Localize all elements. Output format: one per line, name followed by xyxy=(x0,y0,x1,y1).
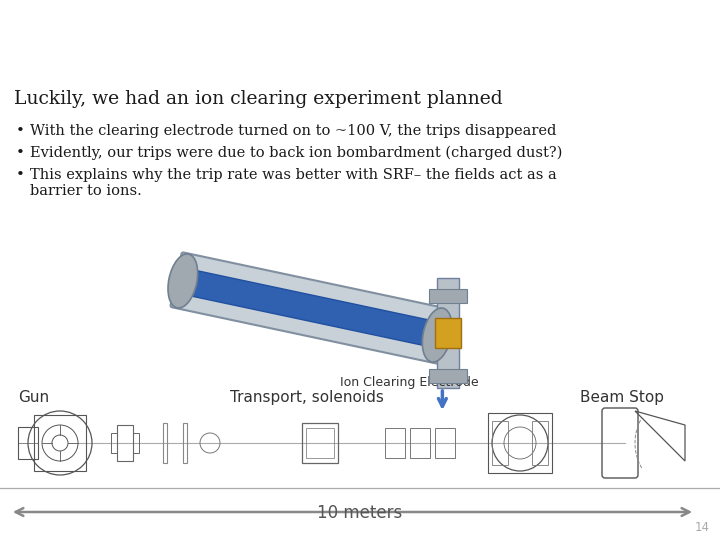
Bar xyxy=(437,278,459,388)
Text: 14: 14 xyxy=(695,521,710,534)
Bar xyxy=(532,421,548,465)
Ellipse shape xyxy=(168,254,198,308)
Bar xyxy=(429,369,467,383)
Bar xyxy=(133,433,139,453)
Text: This explains why the trip rate was better with SRF– the fields act as a
barrier: This explains why the trip rate was bett… xyxy=(30,168,557,198)
Bar xyxy=(429,289,467,303)
Bar xyxy=(488,413,552,473)
Text: Cornell Laboratory for
Accelerator-based Sciences and
Education (CLASSE): Cornell Laboratory for Accelerator-based… xyxy=(70,22,185,44)
Text: Evidently, our trips were due to back ion bombardment (charged dust?): Evidently, our trips were due to back io… xyxy=(30,146,562,160)
Text: Gun: Gun xyxy=(18,390,49,405)
Bar xyxy=(111,433,117,453)
FancyBboxPatch shape xyxy=(171,253,449,363)
Text: Ion Clearing Electrode: Ion Clearing Electrode xyxy=(340,376,479,389)
Text: •: • xyxy=(16,124,25,138)
Bar xyxy=(34,415,86,471)
Bar xyxy=(18,427,38,459)
Bar xyxy=(117,425,133,461)
Text: 10 meters: 10 meters xyxy=(318,504,402,522)
Bar xyxy=(163,423,167,463)
Text: Luckily, we had an ion clearing experiment planned: Luckily, we had an ion clearing experime… xyxy=(14,90,503,108)
Text: With the clearing electrode turned on to ~100 V, the trips disappeared: With the clearing electrode turned on to… xyxy=(30,124,557,138)
Text: Gun Test Beamline: Gun Test Beamline xyxy=(271,23,621,56)
FancyBboxPatch shape xyxy=(189,270,432,346)
Text: •: • xyxy=(16,168,25,182)
Ellipse shape xyxy=(423,308,452,362)
Text: Beam Stop: Beam Stop xyxy=(580,390,664,405)
Bar xyxy=(410,428,430,458)
Bar xyxy=(183,423,187,463)
Bar xyxy=(385,428,405,458)
Text: •: • xyxy=(16,146,25,160)
Bar xyxy=(492,421,508,465)
Bar xyxy=(436,318,462,348)
Bar xyxy=(302,423,338,463)
Bar xyxy=(306,428,334,458)
Text: Transport, solenoids: Transport, solenoids xyxy=(230,390,384,405)
Bar xyxy=(435,428,455,458)
